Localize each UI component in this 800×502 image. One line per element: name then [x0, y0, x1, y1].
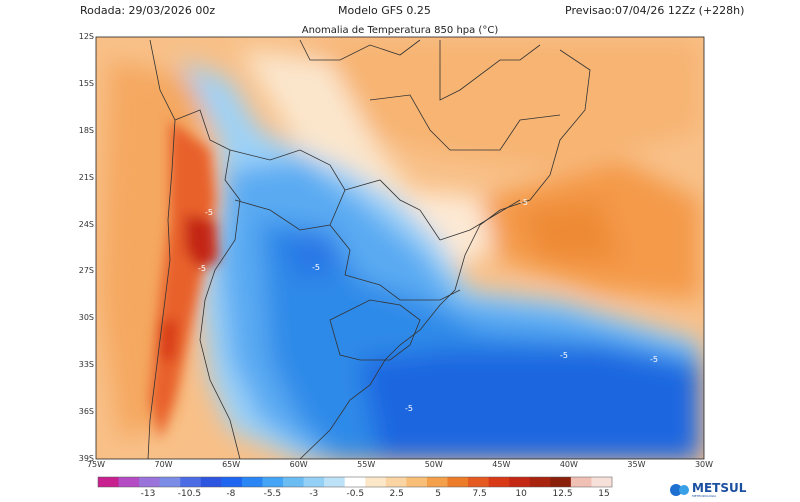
colorbar-swatch	[570, 477, 592, 487]
contour-label: -5	[520, 198, 528, 207]
lon-label: 45W	[492, 460, 511, 469]
svg-text:METEOROLOGIA: METEOROLOGIA	[692, 494, 717, 498]
metsul-logo: METSUL METEOROLOGIA	[668, 478, 788, 498]
forecast-time-label: Previsao:07/04/26 12Zz (+228h)	[565, 4, 745, 17]
contour-label: -5	[405, 404, 413, 413]
lon-label: 65W	[222, 460, 241, 469]
contour-label: -5	[198, 264, 206, 273]
colorbar-swatch	[241, 477, 263, 487]
colorbar-swatch	[200, 477, 222, 487]
contour-label: -5	[560, 351, 568, 360]
lon-label: 60W	[289, 460, 308, 469]
colorbar-swatch	[118, 477, 140, 487]
colorbar-swatch	[159, 477, 181, 487]
colorbar-label: -0.5	[346, 489, 365, 499]
colorbar	[97, 476, 613, 488]
lon-label: 35W	[627, 460, 646, 469]
lat-label: 27S	[78, 266, 94, 276]
lon-label: 55W	[357, 460, 376, 469]
lon-label: 50W	[424, 460, 443, 469]
map-frame	[95, 36, 705, 460]
colorbar-label: 7.5	[472, 489, 487, 499]
map-title: Anomalia de Temperatura 850 hpa (°C)	[301, 25, 499, 36]
colorbar-swatch	[365, 477, 387, 487]
colorbar-label: 5	[435, 489, 442, 499]
colorbar-label: -13	[140, 489, 156, 499]
colorbar-label: -3	[309, 489, 319, 499]
colorbar-swatch	[283, 477, 305, 487]
anomaly-field	[96, 37, 704, 459]
colorbar-swatch	[180, 477, 202, 487]
colorbar-label: -10.5	[177, 489, 202, 499]
colorbar-swatch	[139, 477, 161, 487]
lat-label: 30S	[78, 313, 94, 323]
contour-label: -5	[312, 263, 320, 272]
colorbar-label: -5.5	[263, 489, 282, 499]
lon-label: 75W	[86, 460, 106, 469]
model-label: Modelo GFS 0.25	[338, 4, 431, 17]
colorbar-label: 15	[598, 489, 610, 499]
colorbar-swatch	[447, 477, 469, 487]
contour-label: -5	[205, 208, 213, 217]
colorbar-swatch	[406, 477, 428, 487]
colorbar-swatch	[426, 477, 449, 487]
colorbar-swatch	[262, 477, 284, 487]
lat-label: 18S	[78, 125, 94, 135]
colorbar-swatch	[509, 477, 531, 487]
colorbar-swatch	[303, 477, 325, 487]
lat-label: 33S	[78, 360, 94, 370]
colorbar-label: 10	[515, 489, 527, 499]
colorbar-swatch	[550, 477, 572, 487]
logo-wordmark: METSUL	[692, 481, 747, 495]
colorbar-swatch	[591, 477, 613, 487]
borders	[147, 39, 591, 459]
colorbar-swatch	[488, 477, 510, 487]
colorbar-swatch	[98, 477, 120, 487]
lon-label: 70W	[154, 460, 173, 469]
contour-labels: -5 -5 -5 -5 -5 -5 -5	[198, 198, 658, 413]
colorbar-swatch	[468, 477, 490, 487]
lon-label: 40W	[559, 460, 578, 469]
colorbar-label: -8	[226, 489, 236, 499]
lat-label: 12S	[78, 32, 94, 41]
run-time-label: Rodada: 29/03/2026 00z	[80, 4, 216, 17]
lat-label: 39S	[78, 454, 94, 463]
lat-label: 21S	[78, 172, 94, 182]
lat-label: 15S	[78, 78, 94, 88]
colorbar-swatch	[324, 477, 346, 487]
colorbar-swatch	[221, 477, 243, 487]
colorbar-swatch	[344, 477, 366, 487]
colorbar-label: 12.5	[552, 489, 573, 499]
lat-label: 24S	[78, 219, 94, 229]
colorbar-label: 2.5	[389, 489, 404, 499]
colorbar-swatch	[385, 477, 407, 487]
colorbar-swatch	[529, 477, 551, 487]
logo-globe-icon	[670, 484, 682, 496]
contour-label: -5	[650, 355, 658, 364]
lon-label: 30W	[694, 460, 714, 469]
lat-label: 36S	[78, 407, 94, 417]
